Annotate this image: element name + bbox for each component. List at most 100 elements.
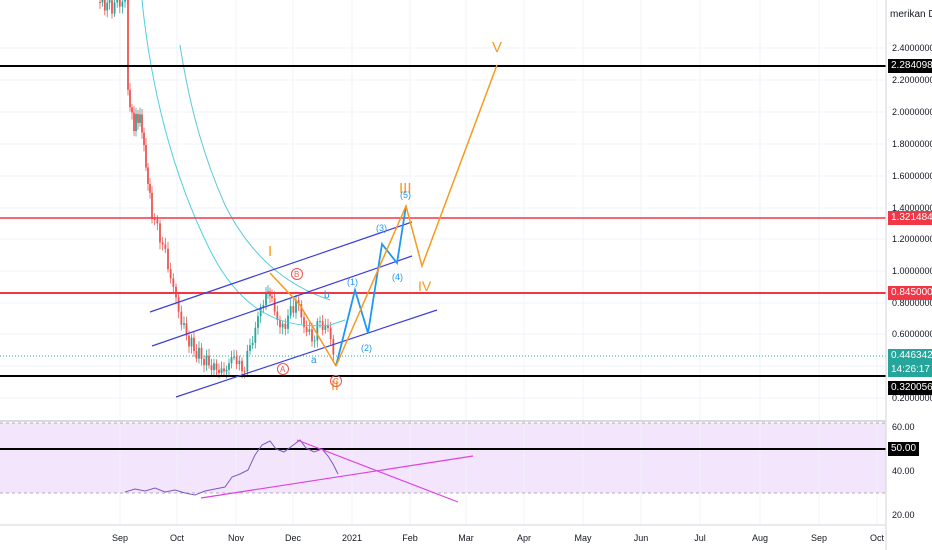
circled-label-C[interactable]: C	[333, 377, 339, 386]
candle-body	[225, 369, 228, 372]
moving-average-blue	[179, 44, 331, 301]
price-tick-label: 1.8000000	[892, 139, 932, 149]
time-tick-label: Mar	[458, 533, 474, 543]
candle-body	[111, 0, 113, 14]
impulse-wave-orange-path[interactable]	[335, 64, 498, 367]
wave-label-I[interactable]: I	[268, 243, 272, 260]
price-tick-label: 0.6000000	[892, 329, 932, 339]
candlestick-series	[99, 0, 335, 379]
rsi-tick-label: 40.00	[892, 466, 915, 476]
impulse-wave-blue-path[interactable]	[335, 205, 407, 367]
candle-body	[220, 368, 223, 373]
wave-label-III[interactable]: III	[399, 180, 412, 197]
candle-body	[121, 1, 124, 7]
rsi-line	[124, 439, 339, 496]
candle-body	[300, 304, 303, 318]
candle-body	[233, 356, 235, 358]
wave-label-V[interactable]: V	[492, 39, 502, 56]
price-tick-label: 1.0000000	[892, 266, 932, 276]
price-tick-label: 0.8000000	[892, 298, 932, 308]
candle-body	[319, 321, 321, 323]
circled-label-B-ring	[291, 268, 303, 280]
candle-body	[243, 371, 246, 373]
channel-lower-line[interactable]	[175, 309, 438, 398]
circled-label-B[interactable]: B	[294, 270, 299, 279]
wave-label-IV[interactable]: IV	[418, 278, 432, 294]
candle-body	[215, 363, 218, 370]
rsi-axis[interactable]: 60.00 40.00 20.00	[892, 422, 915, 520]
subwave-label-5[interactable]: (5)	[400, 190, 411, 200]
price-grid	[0, 47, 886, 399]
candle-body	[308, 329, 311, 332]
corrective-label-a[interactable]: a	[311, 355, 317, 366]
candle-body	[99, 2, 101, 3]
time-tick-label: Dec	[285, 533, 302, 543]
channel-middle-line[interactable]	[151, 255, 413, 347]
candle-body	[254, 327, 257, 343]
candle-body	[185, 323, 188, 336]
candle-body	[265, 293, 267, 306]
rsi-trendline-rising[interactable]	[200, 455, 474, 499]
candle-body	[305, 327, 308, 332]
price-tag-bottom[interactable]: 0.3200567	[888, 381, 932, 395]
candle-body	[223, 368, 225, 372]
price-tag-top[interactable]: 2.2840989	[888, 59, 932, 73]
price-tick-label: 1.2000000	[892, 234, 932, 244]
candle-body	[230, 357, 233, 364]
candle-body	[238, 360, 241, 365]
candle-body	[276, 311, 279, 320]
corrective-wave-path[interactable]	[269, 272, 337, 367]
rsi-band	[0, 423, 886, 493]
price-tag-red-upper[interactable]: 1.3214845	[888, 211, 932, 225]
subwave-label-1[interactable]: (1)	[347, 277, 358, 287]
candle-body	[295, 300, 297, 313]
candle-body	[190, 337, 193, 347]
candle-body	[292, 306, 295, 313]
time-tick-label: Apr	[517, 533, 531, 543]
rsi-tag-50[interactable]: 50.00	[888, 442, 920, 456]
time-axis[interactable]: Sep Oct Nov Dec 2021 Feb Mar Apr May Jun Jul Aug Sep…	[112, 533, 885, 543]
candle-body	[193, 337, 195, 352]
time-tick-label: Jul	[694, 533, 706, 543]
candle-body	[200, 347, 203, 359]
corrective-label-b[interactable]: b	[324, 290, 330, 301]
candle-body	[129, 89, 131, 108]
rsi-tick-label: 20.00	[892, 510, 915, 520]
candle-body	[101, 0, 104, 3]
candle-body	[329, 327, 332, 340]
candle-body	[195, 351, 198, 359]
candle-body	[279, 319, 281, 328]
candle-body	[164, 244, 167, 249]
candle-body	[124, 0, 126, 2]
candle-body	[180, 311, 183, 325]
candle-body	[316, 321, 319, 341]
wave-label-II[interactable]: II	[331, 377, 339, 393]
candle-body	[177, 297, 180, 312]
candle-body	[289, 306, 292, 316]
candle-body	[149, 183, 151, 193]
channel-upper-line[interactable]	[149, 221, 413, 313]
circled-label-A[interactable]: A	[280, 365, 286, 374]
subwave-label-3[interactable]: (3)	[376, 223, 387, 233]
subwave-label-2[interactable]: (2)	[361, 343, 372, 353]
candle-body	[213, 363, 215, 371]
candle-body	[161, 242, 164, 245]
price-tag-last[interactable]: 0.4463427	[888, 349, 932, 363]
candle-body	[273, 298, 276, 312]
candle-body	[324, 325, 327, 330]
rsi-trendline-falling[interactable]	[296, 439, 459, 503]
candle-body	[327, 325, 329, 328]
circled-label-C-ring	[330, 375, 342, 387]
candle-body	[246, 350, 249, 372]
price-tick-label: 0.2000000	[892, 393, 932, 403]
subwave-label-4[interactable]: (4)	[392, 272, 403, 282]
candle-body	[147, 167, 149, 184]
time-tick-label: Aug	[752, 533, 768, 543]
candle-body	[198, 347, 200, 359]
candle-body	[313, 340, 316, 342]
candle-body	[271, 296, 273, 299]
price-tick-label: 1.6000000	[892, 171, 932, 181]
candle-body	[108, 0, 111, 3]
